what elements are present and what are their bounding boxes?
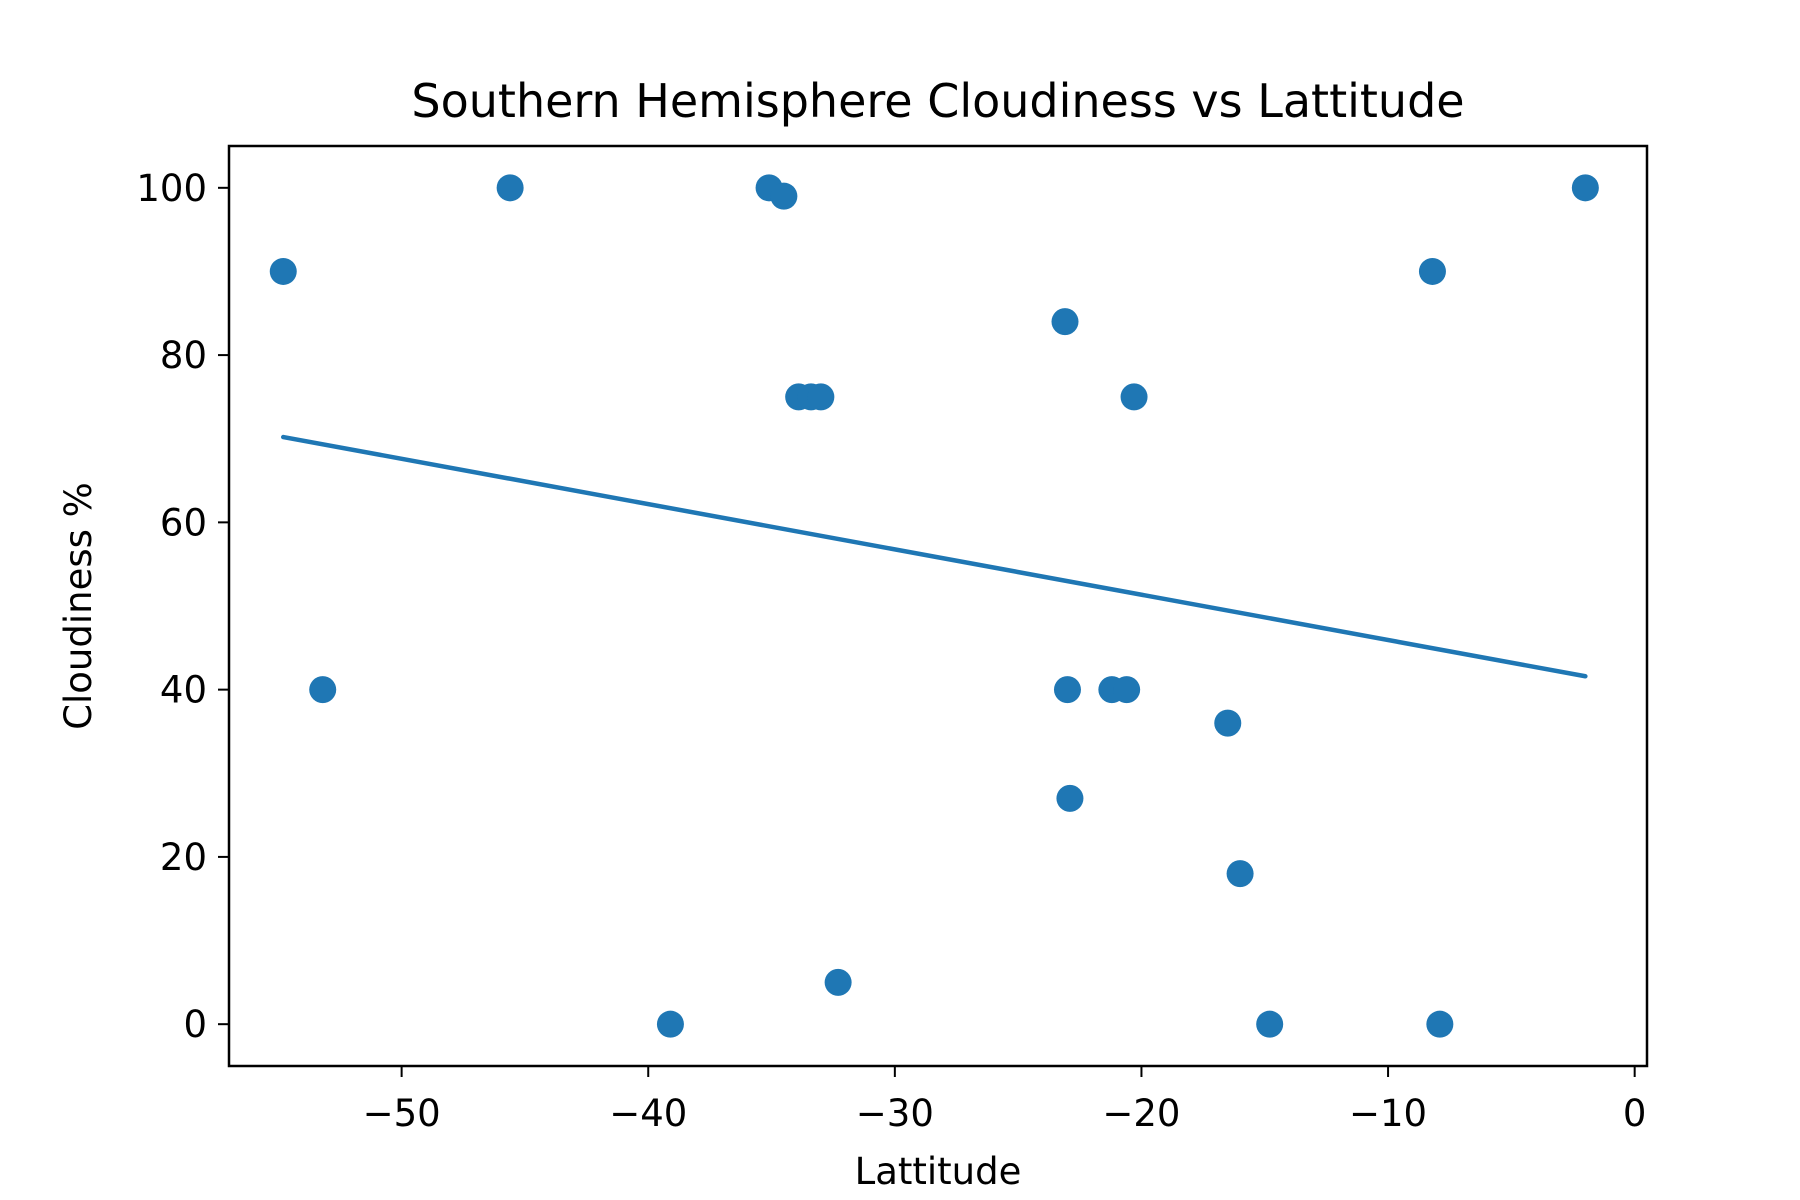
scatter-point [770,182,798,210]
plot-frame [227,144,1649,1068]
x-axis: −50 −40 −30 −20 −10 0 [363,1066,1647,1135]
y-axis: 0 20 40 60 80 100 [136,167,229,1046]
scatter-point [496,174,524,202]
y-axis-label: Cloudiness % [57,482,100,730]
scatter-point [824,968,852,996]
scatter-point [1051,308,1079,336]
scatter-point [1418,257,1446,285]
chart-title: Southern Hemisphere Cloudiness vs Lattit… [411,74,1464,128]
scatter-point [1571,174,1599,202]
scatter-point [1053,676,1081,704]
scatter-point [1113,676,1141,704]
x-tick-label: −10 [1349,1092,1427,1135]
x-tick-label: −20 [1102,1092,1180,1135]
scatter-point [269,257,297,285]
scatter-point [1256,1010,1284,1038]
scatter-point [1120,383,1148,411]
scatter-point [1426,1010,1454,1038]
x-tick-label: −30 [856,1092,934,1135]
y-tick-label: 0 [183,1003,207,1046]
x-axis-label: Lattitude [855,1150,1022,1193]
plot-area [269,174,1599,1038]
y-tick-label: 100 [136,167,207,210]
x-tick-label: −50 [363,1092,441,1135]
scatter-point [1226,860,1254,888]
y-tick-label: 60 [160,501,207,544]
y-tick-label: 80 [160,334,207,377]
x-tick-label: 0 [1623,1092,1647,1135]
scatter-point [656,1010,684,1038]
regression-line [281,434,1588,679]
x-tick-label: −40 [609,1092,687,1135]
scatter-point [1214,709,1242,737]
y-tick-label: 20 [160,836,207,879]
scatter-point [807,383,835,411]
y-tick-label: 40 [160,669,207,712]
scatter-point [1056,784,1084,812]
scatter-point [309,676,337,704]
